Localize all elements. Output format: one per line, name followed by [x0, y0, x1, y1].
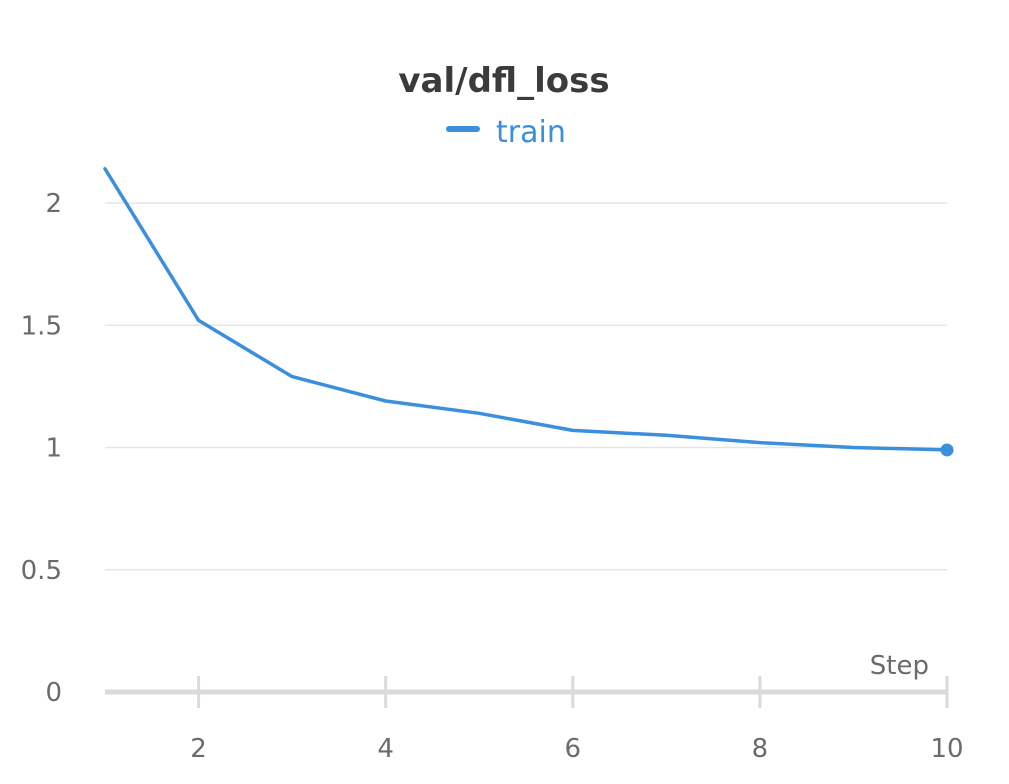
legend-label: train [496, 115, 566, 150]
x-axis [105, 676, 949, 708]
y-tick-label: 1.5 [21, 311, 62, 341]
x-tick-label: 10 [930, 734, 963, 764]
y-tick-labels: 0 0.5 1 1.5 2 [21, 189, 62, 708]
series-layer[interactable] [103, 167, 954, 457]
chart-title: val/dfl_loss [398, 61, 609, 101]
x-tick-label: 6 [565, 734, 582, 764]
x-tick-label: 8 [752, 734, 769, 764]
y-tick-label: 0 [45, 678, 62, 708]
x-tick-label: 4 [377, 734, 394, 764]
grid-lines [105, 202, 947, 571]
legend[interactable]: train [446, 115, 566, 150]
y-tick-label: 0.5 [21, 556, 62, 586]
y-tick-label: 2 [45, 189, 62, 219]
series-line-train[interactable] [103, 167, 949, 452]
x-tick-label: 2 [190, 734, 207, 764]
y-tick-label: 1 [45, 434, 62, 464]
x-tick-labels: 2 4 6 8 10 [190, 734, 963, 764]
x-axis-title: Step [870, 651, 929, 681]
series-end-point[interactable] [940, 443, 954, 457]
